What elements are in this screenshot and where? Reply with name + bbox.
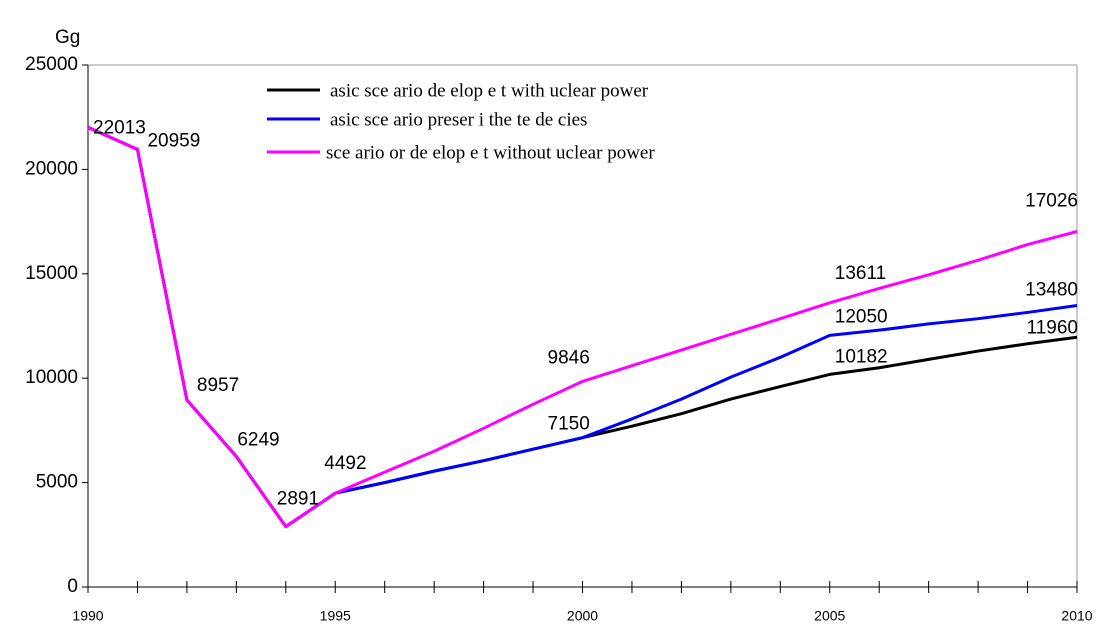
data-label: 10182 [835, 346, 888, 367]
x-tick-label: 2010 [1061, 608, 1092, 624]
data-label: 4492 [324, 453, 366, 474]
data-label: 8957 [197, 375, 239, 396]
data-label: 12050 [835, 306, 888, 327]
y-tick-label: 20000 [25, 158, 78, 179]
y-tick-label: 25000 [25, 54, 78, 75]
data-label: 20959 [147, 130, 200, 151]
legend-label: asic sce ario preser i the te de cies [330, 109, 587, 130]
data-label: 13480 [1025, 280, 1078, 301]
data-label: 7150 [548, 414, 590, 435]
y-tick-label: 5000 [36, 472, 78, 493]
series-line [87, 125, 1078, 529]
data-label: 9846 [548, 347, 590, 368]
x-tick-label: 1995 [320, 608, 351, 624]
series-line [87, 125, 1078, 529]
data-label: 22013 [93, 117, 146, 138]
legend-label: sce ario or de elop e t without uclear p… [326, 142, 655, 163]
x-tick-label: 1990 [72, 608, 103, 624]
x-tick-label: 2000 [567, 608, 598, 624]
y-tick-label: 10000 [25, 367, 78, 388]
y-axis-label: Gg [55, 27, 80, 48]
legend-label: asic sce ario de elop e t with uclear po… [330, 80, 649, 101]
data-label: 13611 [835, 263, 886, 284]
series-line [87, 125, 1078, 529]
y-tick-label: 15000 [25, 263, 78, 284]
data-label: 6249 [237, 430, 279, 451]
data-label: 17026 [1025, 191, 1078, 212]
data-label: 2891 [277, 489, 319, 510]
y-tick-label: 0 [67, 576, 78, 597]
data-label: 11960 [1027, 317, 1078, 338]
x-tick-label: 2005 [814, 608, 845, 624]
